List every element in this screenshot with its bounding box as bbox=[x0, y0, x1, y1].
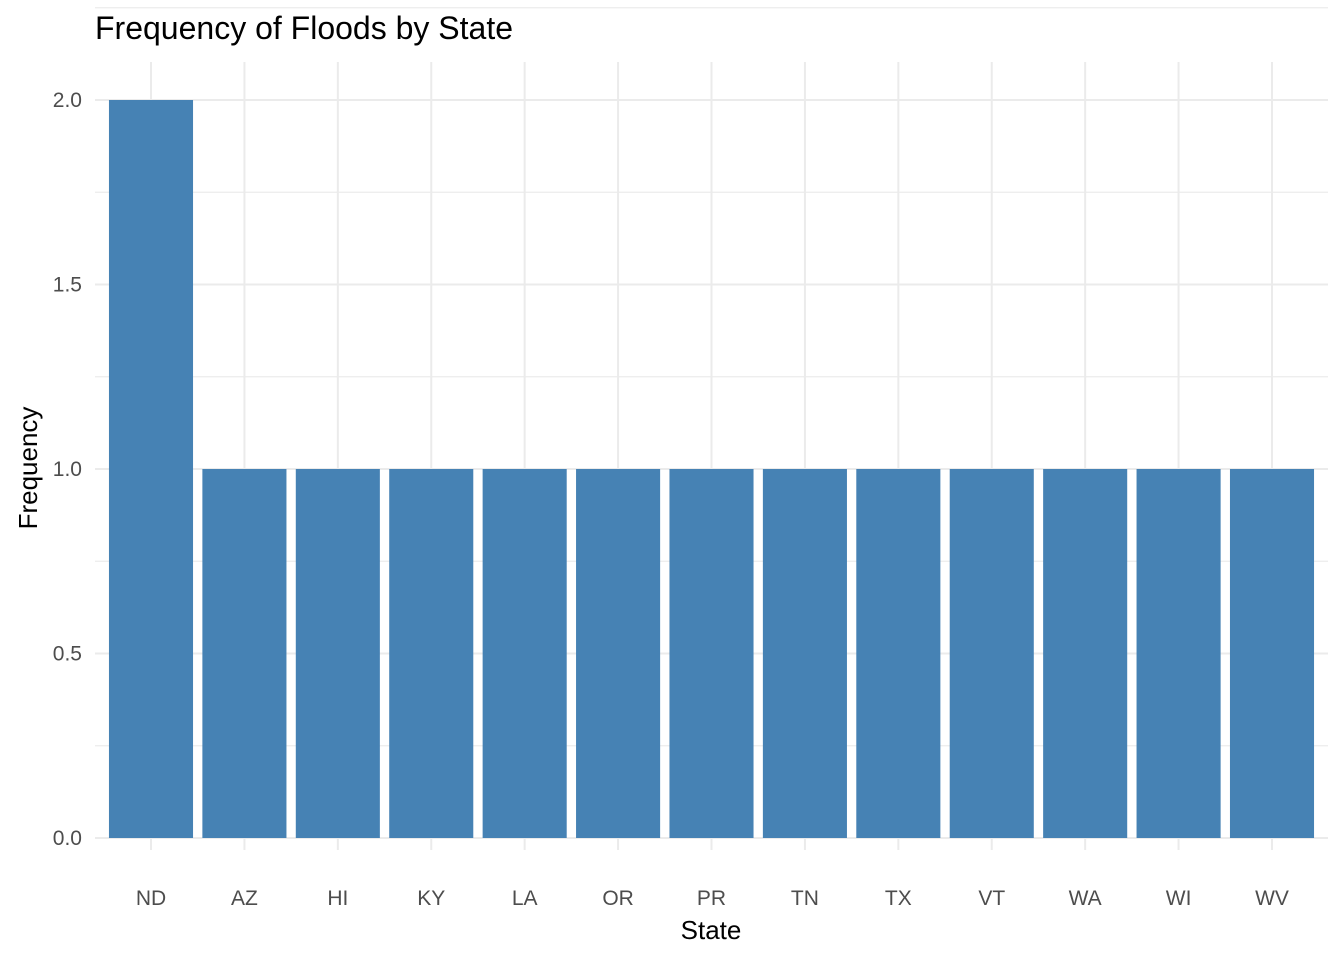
x-axis-title: State bbox=[681, 915, 742, 945]
bar-wi bbox=[1136, 469, 1221, 838]
bars bbox=[108, 100, 1315, 838]
bar-vt bbox=[949, 469, 1034, 838]
bar-la bbox=[482, 469, 567, 838]
y-axis-title: Frequency bbox=[13, 407, 43, 530]
x-tick-label: PR bbox=[697, 887, 726, 910]
chart-title: Frequency of Floods by State bbox=[95, 10, 513, 46]
x-tick-label: OR bbox=[602, 887, 634, 910]
bar-tx bbox=[856, 469, 941, 838]
x-tick-label: HI bbox=[327, 887, 348, 910]
x-tick-label: VT bbox=[978, 887, 1005, 910]
y-tick-label: 0.0 bbox=[53, 827, 82, 850]
x-tick-label: WV bbox=[1255, 887, 1289, 910]
bar-az bbox=[202, 469, 287, 838]
bar-wa bbox=[1043, 469, 1128, 838]
bar-tn bbox=[762, 469, 847, 838]
bar-hi bbox=[295, 469, 380, 838]
y-axis-ticks: 0.0 0.5 1.0 1.5 2.0 bbox=[53, 89, 82, 850]
x-tick-label: TN bbox=[791, 887, 819, 910]
bar-wv bbox=[1229, 469, 1315, 838]
x-tick-label: AZ bbox=[231, 887, 258, 910]
bar-ky bbox=[389, 469, 474, 838]
x-tick-label: LA bbox=[512, 887, 538, 910]
x-tick-label: WI bbox=[1166, 887, 1192, 910]
y-tick-label: 2.0 bbox=[53, 89, 82, 112]
x-tick-label: KY bbox=[417, 887, 445, 910]
x-tick-label: ND bbox=[136, 887, 166, 910]
x-axis-ticks: ND AZ HI KY LA OR PR TN TX VT WA WI WV bbox=[136, 887, 1289, 910]
bar-pr bbox=[669, 469, 754, 838]
y-tick-label: 1.5 bbox=[53, 274, 82, 297]
y-tick-label: 0.5 bbox=[53, 643, 82, 666]
x-tick-label: TX bbox=[885, 887, 912, 910]
bar-or bbox=[576, 469, 661, 838]
bar-nd bbox=[108, 100, 194, 838]
y-tick-label: 1.0 bbox=[53, 458, 82, 481]
x-tick-label: WA bbox=[1069, 887, 1102, 910]
